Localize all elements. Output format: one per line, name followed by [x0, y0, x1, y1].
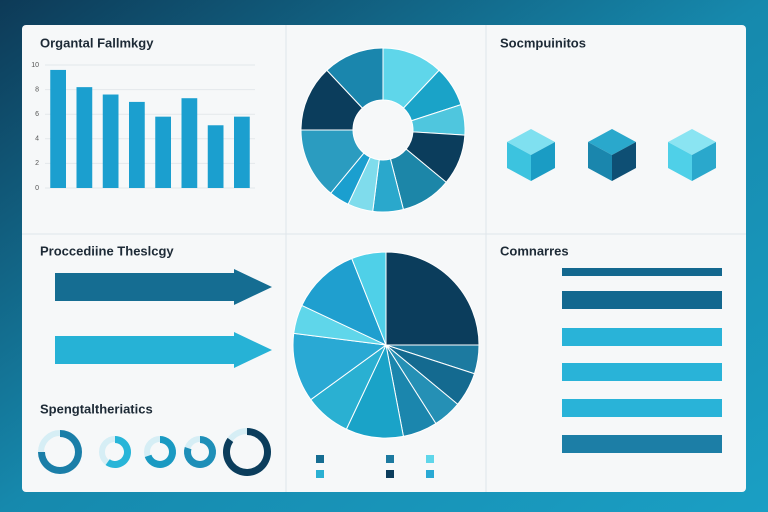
- bar: [562, 399, 722, 417]
- pie-slice: [301, 257, 387, 346]
- bar: [562, 268, 722, 276]
- gauge-arc: [38, 430, 82, 474]
- chart-title: Organtal Fallmkgy: [40, 35, 154, 50]
- pie-legend-swatches: [316, 455, 434, 478]
- y-tick-label: 4: [35, 136, 39, 143]
- arrow-bar: [55, 332, 272, 368]
- bar: [102, 94, 119, 188]
- bar: [76, 87, 93, 188]
- gauge-arc: [105, 436, 131, 468]
- arrow-bar: [55, 269, 272, 305]
- y-tick-label: 0: [35, 185, 39, 192]
- bar: [155, 116, 171, 188]
- cubes: [507, 129, 716, 181]
- bar: [129, 101, 145, 188]
- y-tick-label: 10: [31, 62, 39, 69]
- y-tick-label: 6: [35, 111, 39, 118]
- chart-title: Comnarres: [500, 243, 569, 258]
- gauge-arc: [184, 436, 216, 468]
- pie-slice: [385, 251, 480, 346]
- gauge-arc: [144, 436, 176, 468]
- panel-borders: [22, 25, 746, 492]
- bar: [207, 125, 224, 188]
- bar: [234, 116, 250, 188]
- bar: [562, 435, 722, 453]
- chart-title: Spengtaltheriatics: [40, 401, 153, 416]
- bar: [562, 328, 722, 346]
- y-tick-label: 2: [35, 160, 39, 167]
- panel-title: Socmpuinitos: [500, 35, 586, 50]
- pie-slice: [351, 251, 387, 346]
- y-tick-label: 8: [35, 86, 39, 93]
- bar: [50, 69, 66, 188]
- pie-slice: [326, 47, 384, 109]
- chart-title: Proccediine Theslcgy: [40, 243, 174, 258]
- bar: [562, 291, 722, 309]
- bar: [562, 363, 722, 381]
- bar: [181, 98, 198, 188]
- pie-slice: [292, 332, 388, 401]
